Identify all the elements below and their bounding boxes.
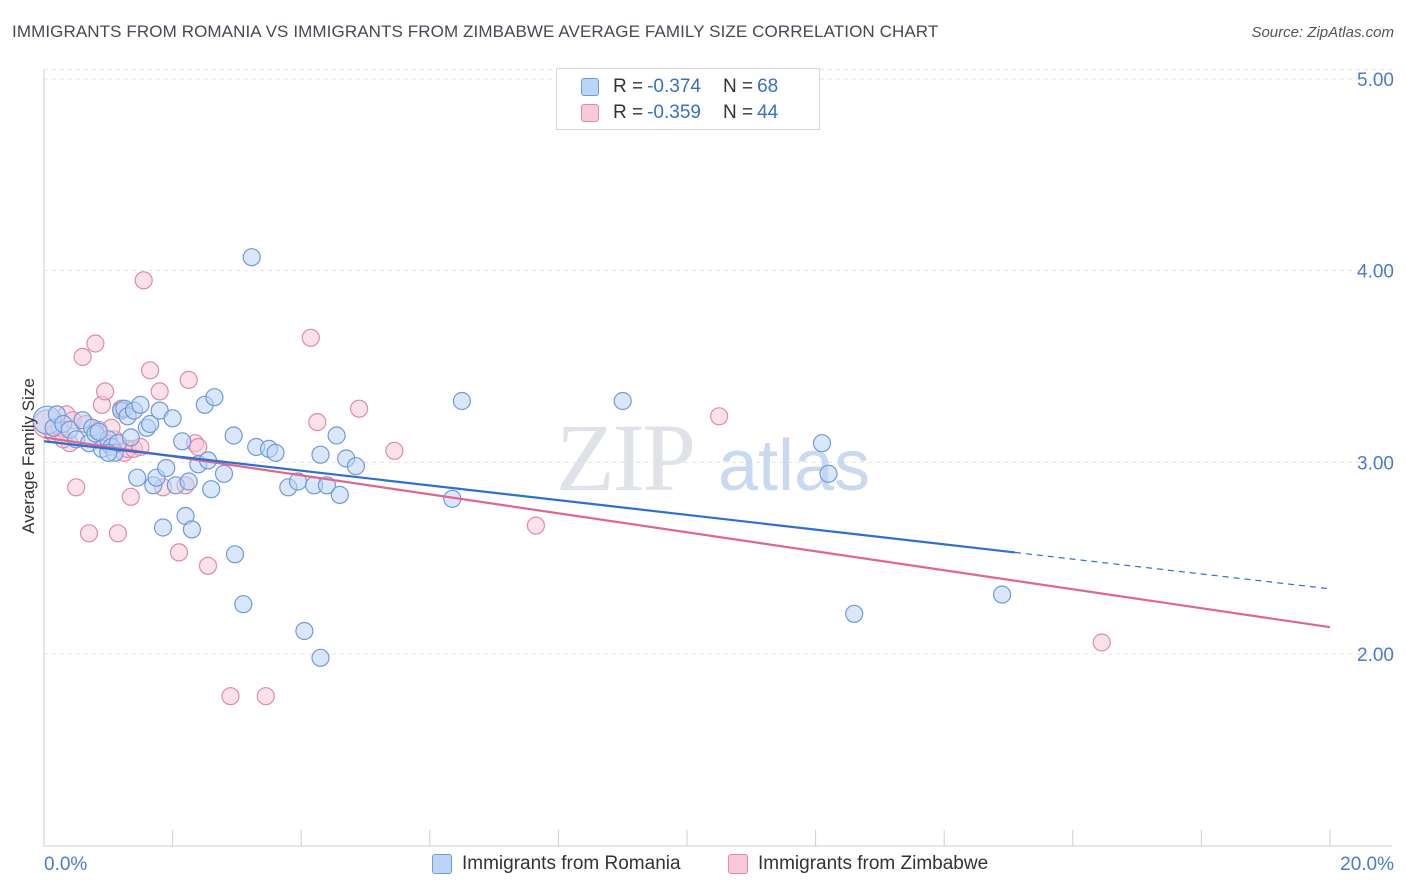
n-label: N = [722,76,754,97]
y-tick-label: 4.00 [1357,262,1394,283]
zimbabwe-point [308,413,327,432]
zimbabwe-point [301,328,320,347]
romania-swatch [581,78,599,96]
romania-point [214,464,234,483]
y-axis-title: Average Family Size [19,378,38,534]
legend-swatch-romania [432,854,452,874]
x-tick-label-max: 20.0% [1340,854,1394,875]
y-tick-label: 3.00 [1357,453,1394,474]
y-axis-tick-labels: 2.00 3.00 4.00 5.00 [1357,70,1394,666]
zimbabwe-point [150,382,169,401]
romania-point [845,604,864,623]
watermark-zip: ZIP [556,404,694,511]
zimbabwe-point [79,524,99,543]
zimbabwe-point [67,478,86,497]
zimbabwe-point [385,441,404,460]
stats-row-zimbabwe: R = -0.359 N = 44 [581,101,778,125]
x-axis-ticks [43,830,1331,846]
zimbabwe-point [141,361,160,380]
r-value-zimbabwe: -0.359 [647,102,701,123]
romania-point [182,520,201,539]
trend-line-zimbabwe [43,436,1331,629]
x-tick-label-min: 0.0% [44,854,87,875]
legend-item-zimbabwe[interactable]: Immigrants from Zimbabwe [728,852,988,876]
romania-point [317,476,336,495]
zimbabwe-point [198,556,218,575]
y-tick-label: 5.00 [1357,70,1394,91]
y-tick-label: 2.00 [1357,645,1394,666]
romania-point [173,432,192,451]
trend-lines [43,436,1331,629]
zimbabwe-point [169,543,189,562]
r-label: R = [613,76,644,97]
romania-point [452,391,471,411]
zimbabwe-point [350,399,369,418]
n-label: N = [722,102,754,123]
romania-point [992,585,1012,604]
chart-title: IMMIGRANTS FROM ROMANIA VS IMMIGRANTS FR… [12,22,939,41]
trend-line-romania [43,440,1016,554]
romania-point [205,388,224,407]
legend-label-romania: Immigrants from Romania [462,853,681,874]
romania-point [242,248,261,267]
romania-point [89,422,108,441]
romania-point [613,391,632,411]
zimbabwe-point [221,687,240,706]
stats-row-romania: R = -0.374 N = 68 [581,75,778,99]
zimbabwe-point [179,370,198,389]
romania-point [224,426,243,445]
romania-point [157,459,176,478]
n-value-zimbabwe: 44 [757,102,779,123]
trend-line-romania-extension [1014,551,1331,590]
r-label: R = [613,102,644,123]
romania-point [266,443,285,462]
romania-point [295,621,314,641]
source-credit: Source: ZipAtlas.com [1251,24,1394,41]
zimbabwe-point [134,271,153,290]
romania-point [311,445,330,464]
romania-point [131,395,150,414]
correlation-stats-box: R = -0.374 N = 68 R = -0.359 N = 44 [556,68,820,130]
romania-point [234,595,253,614]
romania-point [163,409,182,428]
zimbabwe-point [709,407,729,426]
grid-lines [44,68,1392,655]
romania-point [819,464,838,483]
romania-point [121,428,140,447]
romania-point [141,414,160,434]
zimbabwe-point [73,347,92,366]
romania-point [327,426,346,445]
zimbabwe-point [108,524,128,543]
r-value-romania: -0.374 [647,76,701,97]
romania-point [128,468,147,487]
romania-point [346,457,365,476]
watermark-atlas: atlas [718,426,870,506]
series-romania-points [32,248,1012,667]
romania-point [311,648,330,667]
legend-label-zimbabwe: Immigrants from Zimbabwe [758,853,989,874]
romania-point [225,545,245,564]
romania-point [330,485,349,504]
legend-swatch-zimbabwe [728,854,748,874]
romania-point [179,472,198,491]
watermark: ZIP atlas [556,404,870,511]
romania-point [812,434,832,453]
romania-point [153,518,173,537]
zimbabwe-swatch [581,104,599,122]
zimbabwe-point [121,487,140,506]
n-value-romania: 68 [757,76,779,97]
zimbabwe-point [526,516,546,535]
zimbabwe-point [95,382,115,401]
legend-item-romania[interactable]: Immigrants from Romania [432,852,681,876]
zimbabwe-point [86,334,105,353]
zimbabwe-point [256,687,275,706]
romania-point [202,480,221,499]
zimbabwe-point [1092,633,1111,652]
